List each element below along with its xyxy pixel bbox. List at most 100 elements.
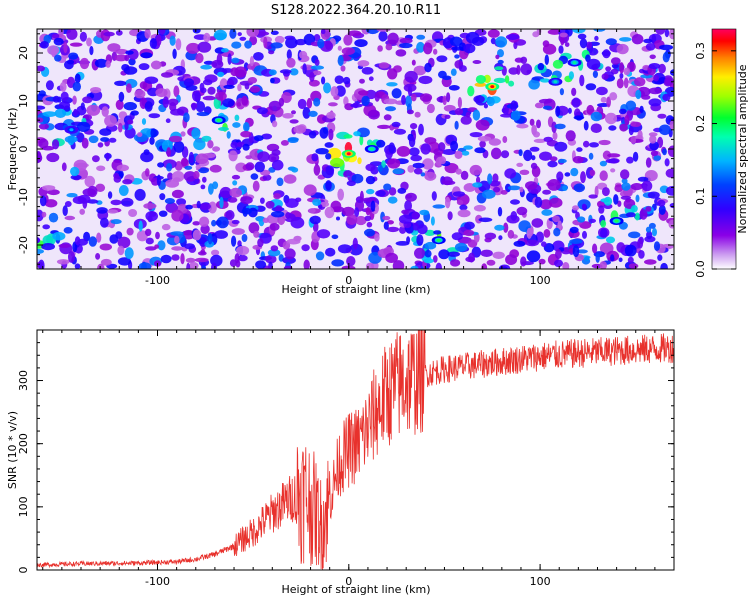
heatmap-blob <box>630 121 642 128</box>
heatmap-blob <box>398 214 413 224</box>
heatmap-blob <box>531 218 544 228</box>
heatmap-blob <box>302 107 311 119</box>
heatmap-blob <box>662 148 667 156</box>
heatmap-blob <box>107 209 118 214</box>
heatmap-blob <box>463 145 473 150</box>
heatmap-blob <box>354 39 368 48</box>
heatmap-blob <box>374 233 380 242</box>
heatmap-blob <box>634 77 646 87</box>
heatmap-blob <box>431 191 437 201</box>
heatmap-blob <box>395 241 410 246</box>
heatmap-blob <box>104 115 117 127</box>
heatmap-blob <box>588 218 597 223</box>
heatmap-blob <box>554 123 566 130</box>
heatmap-blob <box>74 236 81 246</box>
heatmap-blob <box>491 147 502 160</box>
heatmap-blob <box>601 73 609 80</box>
heatmap-blob <box>337 244 352 254</box>
heatmap-blob <box>346 214 358 226</box>
heatmap-blob <box>270 42 283 49</box>
heatmap-blob <box>74 263 81 269</box>
heatmap-blob <box>279 69 292 74</box>
heatmap-blob <box>48 212 59 223</box>
heatmap-blob <box>200 184 206 190</box>
heatmap-blob <box>185 257 196 263</box>
heatmap-blob <box>211 59 224 69</box>
heatmap-blob <box>361 67 374 75</box>
heatmap-blob <box>643 38 653 44</box>
y-tick-label: 200 <box>17 433 30 454</box>
heatmap-blob <box>505 254 518 265</box>
heatmap-blob <box>585 41 593 49</box>
heatmap-blob <box>123 102 137 111</box>
heatmap-blob <box>54 54 62 62</box>
heatmap-blob <box>395 49 407 57</box>
heatmap-blob <box>66 193 78 198</box>
heatmap-blob <box>200 64 213 70</box>
heatmap-blob <box>387 68 398 80</box>
heatmap-blob <box>294 38 307 46</box>
heatmap-blob <box>161 72 174 78</box>
heatmap-blob <box>361 95 370 107</box>
heatmap-blob <box>424 171 437 181</box>
heatmap-blob <box>150 128 157 138</box>
heatmap-blob <box>350 103 363 108</box>
heatmap-blob <box>375 190 386 197</box>
heatmap-blob <box>519 186 524 193</box>
heatmap-blob <box>267 249 281 257</box>
heatmap-blob <box>229 259 237 267</box>
heatmap-blob <box>359 134 364 146</box>
heatmap-blob <box>664 158 670 167</box>
heatmap-hotspot <box>216 118 221 122</box>
heatmap-blob <box>424 62 432 73</box>
heatmap-blob <box>497 206 503 217</box>
heatmap-blob <box>609 92 618 101</box>
heatmap-blob <box>331 234 339 240</box>
heatmap-blob <box>302 63 307 75</box>
heatmap-blob <box>324 142 334 148</box>
heatmap-blob <box>502 136 508 143</box>
heatmap-blob <box>88 135 99 144</box>
heatmap-blob <box>188 151 194 164</box>
heatmap-blob <box>454 54 460 59</box>
heatmap-blob <box>262 217 270 223</box>
heatmap-hotspot <box>31 239 35 242</box>
heatmap-blob <box>58 101 71 110</box>
heatmap-blob <box>658 204 666 215</box>
heatmap-blob <box>365 207 371 216</box>
heatmap-blob <box>662 51 670 63</box>
heatmap-blob <box>567 107 572 114</box>
heatmap-blob <box>145 168 150 177</box>
colorbar-label: Normalized spectral amplitude <box>736 64 749 233</box>
heatmap-blob <box>42 224 50 230</box>
heatmap-blob <box>637 176 649 182</box>
heatmap-blob <box>184 165 193 170</box>
heatmap-blob <box>283 174 297 184</box>
heatmap-blob <box>602 187 610 197</box>
heatmap-blob <box>192 229 202 241</box>
heatmap-blob <box>145 246 157 251</box>
heatmap-blob <box>584 256 590 262</box>
heatmap-blob <box>648 222 656 229</box>
heatmap-blob <box>486 259 496 266</box>
colorbar-tick-label: 0.1 <box>694 188 707 206</box>
snr-y-ticks: 0 100 200 300 <box>17 329 674 574</box>
heatmap-blob <box>86 104 101 116</box>
heatmap-blob <box>454 242 468 252</box>
heatmap-blob <box>451 232 463 241</box>
heatmap-blob <box>646 230 653 240</box>
heatmap-blob <box>271 159 284 171</box>
heatmap-blob <box>340 65 346 72</box>
heatmap-blob <box>557 220 562 231</box>
heatmap-blob <box>410 265 419 269</box>
heatmap-blob <box>407 165 415 173</box>
heatmap-blob <box>381 160 386 168</box>
heatmap-blob <box>516 123 529 129</box>
heatmap-blob <box>559 88 565 96</box>
heatmap-blob <box>504 168 517 179</box>
heatmap-blob <box>74 73 81 84</box>
heatmap-blob <box>172 48 177 59</box>
heatmap-blob <box>388 187 397 196</box>
heatmap-blob <box>664 77 673 86</box>
heatmap-blob <box>138 220 143 232</box>
